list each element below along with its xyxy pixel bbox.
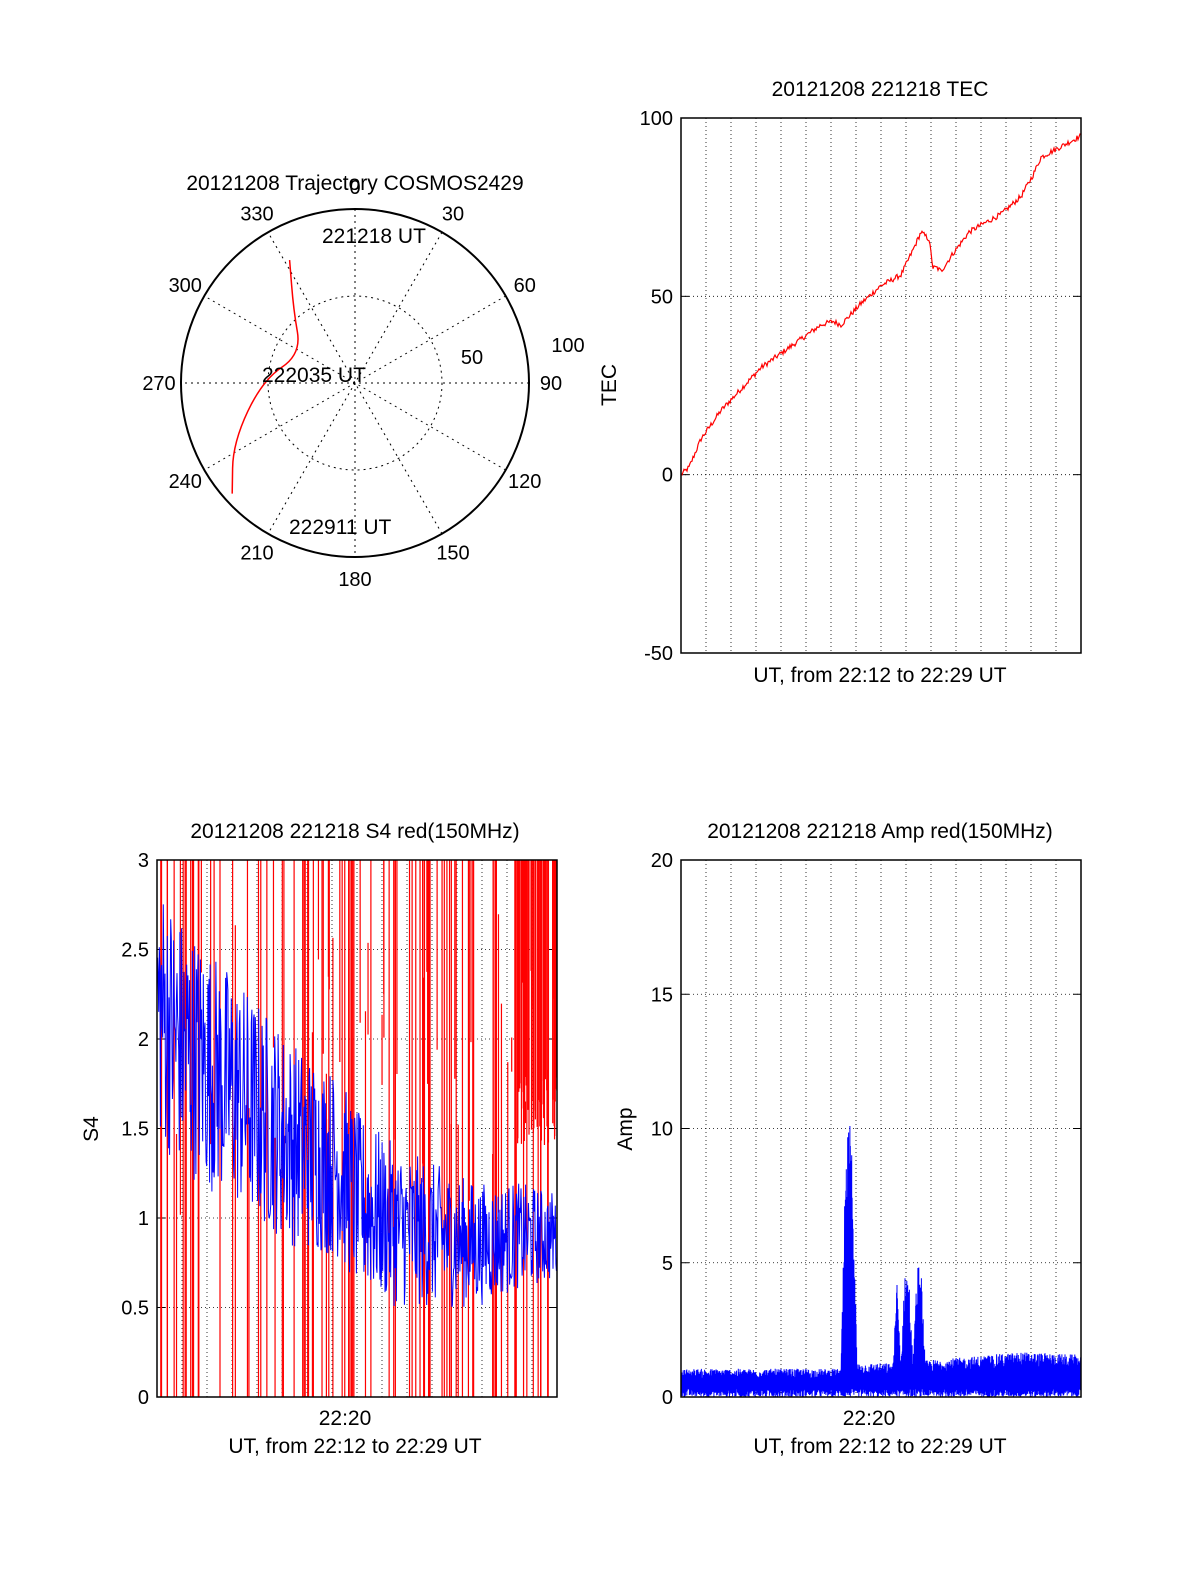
s4-y-tick-labels: 0 0.5 1 1.5 2 2.5 3 <box>121 850 149 1409</box>
trajectory-end-label: 222911 UT <box>289 516 392 539</box>
polar-title: 20121208 Trajectory COSMOS2429 <box>186 172 523 195</box>
y-tick-label: 50 <box>651 286 673 308</box>
amp-ylabel: Amp <box>614 1107 637 1150</box>
polar-azimuth-label: 180 <box>338 569 371 591</box>
polar-spoke <box>267 232 443 534</box>
trajectory-mid-label: 222035 UT <box>262 364 366 387</box>
amp-xlabel: UT, from 22:12 to 22:29 UT <box>753 1435 1006 1458</box>
s4-x-tick-label: 22:20 <box>319 1407 372 1430</box>
polar-azimuth-label: 150 <box>436 543 469 565</box>
amp-frame <box>680 859 1082 1398</box>
polar-azimuth-label: 30 <box>442 203 464 225</box>
polar-azimuth-label: 120 <box>508 471 541 493</box>
trajectory-line <box>231 260 299 494</box>
y-tick-label: 2.5 <box>121 940 149 962</box>
s4-title: 20121208 221218 S4 red(150MHz) <box>190 820 519 843</box>
polar-inner-ring <box>267 295 443 471</box>
y-tick-label: -50 <box>644 643 673 665</box>
y-tick-label: 1.5 <box>121 1119 149 1141</box>
polar-azimuth-label: 210 <box>240 543 273 565</box>
polar-radial-label-50: 50 <box>461 347 483 369</box>
y-tick-label: 0.5 <box>121 1298 149 1320</box>
polar-azimuth-label: 300 <box>169 275 202 297</box>
s4-ylabel: S4 <box>80 1116 103 1142</box>
polar-azimuth-label: 270 <box>142 373 175 395</box>
y-tick-label: 15 <box>651 984 673 1006</box>
y-tick-label: 10 <box>651 1119 673 1141</box>
tec-xlabel: UT, from 22:12 to 22:29 UT <box>753 664 1006 687</box>
y-tick-label: 2 <box>138 1029 149 1051</box>
s4-xlabel: UT, from 22:12 to 22:29 UT <box>228 1435 481 1458</box>
polar-azimuth-label: 330 <box>240 203 273 225</box>
tec-series-line <box>680 133 1082 476</box>
y-tick-label: 20 <box>651 850 673 872</box>
amp-blue-series <box>680 1125 1082 1398</box>
tec-chart: 20121208 221218 TEC -50 0 50 100 UT, from 2… <box>598 78 1082 687</box>
polar-azimuth-label: 60 <box>514 275 536 297</box>
y-tick-label: 5 <box>662 1253 673 1275</box>
y-tick-label: 3 <box>138 850 149 872</box>
amp-x-tick-label: 22:20 <box>843 1407 896 1430</box>
polar-azimuth-labels: 0 30 60 90 120 150 180 210 240 270 300 330 <box>142 177 562 591</box>
polar-spokes <box>181 209 529 557</box>
trajectory-start-label: 221218 UT <box>322 225 426 248</box>
tec-grid <box>681 117 1081 654</box>
s4-blue-series-line <box>156 904 558 1308</box>
tec-title: 20121208 221218 TEC <box>772 78 989 101</box>
y-tick-label: 0 <box>662 1387 673 1409</box>
polar-azimuth-label: 0 <box>349 177 360 199</box>
amp-title: 20121208 221218 Amp red(150MHz) <box>707 820 1053 843</box>
polar-azimuth-label: 90 <box>540 373 562 395</box>
y-tick-label: 0 <box>138 1387 149 1409</box>
y-tick-label: 1 <box>138 1208 149 1230</box>
polar-trajectory-chart: 20121208 Trajectory COSMOS2429 0 30 60 90 12… <box>142 172 584 591</box>
y-tick-label: 0 <box>662 465 673 487</box>
amp-chart: 20121208 221218 Amp red(150MHz) 0 5 10 15 20… <box>614 820 1082 1458</box>
polar-azimuth-label: 240 <box>169 471 202 493</box>
amp-grid <box>681 859 1081 1398</box>
y-tick-label: 100 <box>640 108 673 130</box>
s4-frame <box>156 859 558 1398</box>
amp-y-tick-labels: 0 5 10 15 20 <box>651 850 673 1409</box>
s4-chart: 20121208 221218 S4 red(150MHz) 0 0.5 1 1.5 2… <box>80 820 558 1458</box>
polar-radial-label-100: 100 <box>551 335 584 357</box>
tec-frame <box>680 117 1082 654</box>
tec-ylabel: TEC <box>598 364 621 406</box>
tec-y-tick-labels: -50 0 50 100 <box>640 108 673 665</box>
